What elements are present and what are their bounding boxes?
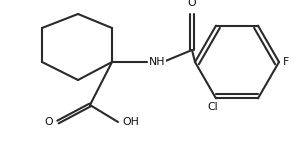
Text: OH: OH (122, 117, 139, 127)
Text: Cl: Cl (208, 102, 218, 112)
Text: F: F (283, 57, 289, 67)
Text: NH: NH (149, 57, 165, 67)
Text: O: O (44, 117, 53, 127)
Text: O: O (188, 0, 196, 8)
